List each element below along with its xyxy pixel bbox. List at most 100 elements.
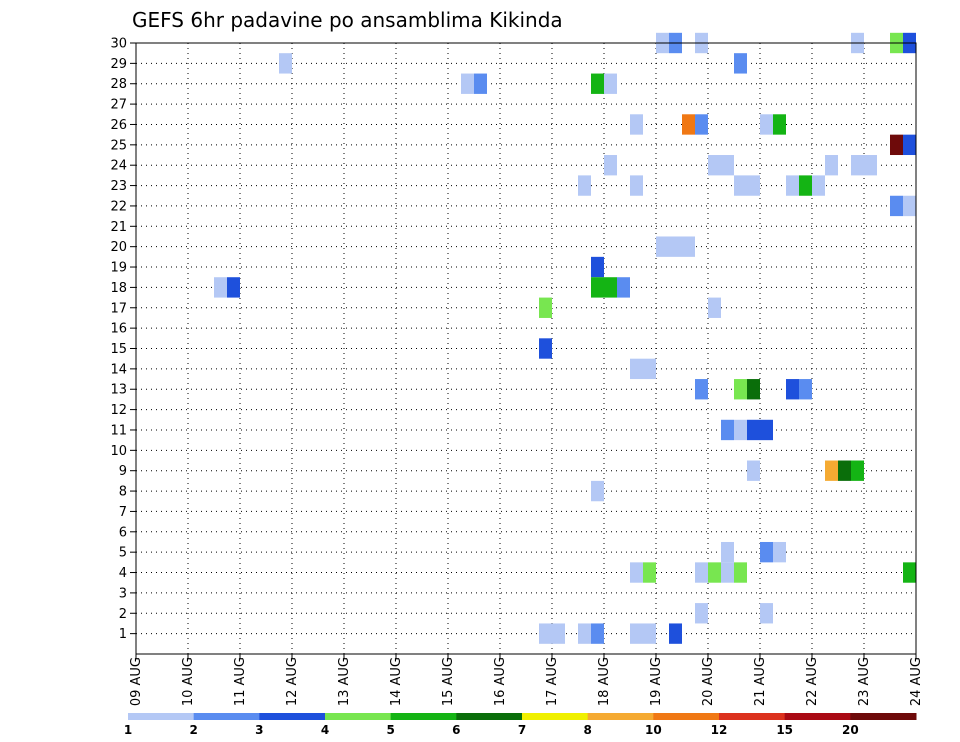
x-tick-label: 16 AUG [493, 657, 508, 706]
heatmap-cell [773, 114, 786, 135]
x-tick-label: 23 AUG [857, 657, 872, 706]
colorbar-legend: 1 2 3 4 5 6 7 8 10 12 15 20 [124, 713, 917, 737]
colorbar-segment [128, 713, 195, 720]
colorbar-segment [325, 713, 392, 720]
heatmap-cell [591, 277, 604, 298]
y-tick-label: 4 [119, 566, 127, 581]
x-tick-label: 19 AUG [649, 657, 664, 706]
colorbar-label: 7 [518, 723, 526, 737]
y-axis: 1234567891011121314151617181920212223242… [110, 37, 136, 642]
colorbar-label: 1 [124, 723, 132, 737]
y-tick-label: 27 [110, 98, 127, 113]
heatmap-cell [851, 460, 864, 481]
heatmap-cell [474, 73, 487, 94]
x-tick-label: 13 AUG [337, 657, 352, 706]
y-tick-label: 2 [119, 607, 127, 622]
heatmap-cell [708, 155, 721, 176]
heatmap-cell [695, 603, 708, 624]
y-tick-label: 22 [110, 199, 127, 214]
heatmap-cell [721, 419, 734, 441]
heatmap-cell [890, 134, 903, 156]
y-tick-label: 15 [110, 342, 127, 357]
heatmap-cell [630, 358, 643, 380]
y-tick-label: 26 [110, 118, 127, 133]
y-tick-label: 14 [110, 362, 127, 377]
y-tick-label: 10 [110, 444, 127, 459]
heatmap-cell [669, 623, 682, 644]
x-tick-label: 10 AUG [181, 657, 196, 706]
x-tick-label: 20 AUG [701, 657, 716, 706]
y-tick-label: 20 [110, 240, 127, 255]
heatmap-cell [552, 623, 565, 644]
colorbar-segment [193, 713, 260, 720]
heatmap-cell [812, 175, 825, 196]
heatmap-cell [682, 236, 695, 257]
y-tick-label: 8 [119, 485, 127, 500]
heatmap-cell [890, 195, 903, 217]
heatmap-cell [643, 358, 656, 380]
heatmap-cell [721, 562, 734, 583]
heatmap-cell [708, 562, 721, 583]
heatmap-cell [734, 379, 747, 400]
heatmap-cell [695, 562, 708, 583]
heatmap-cell [825, 460, 838, 481]
x-tick-label: 18 AUG [597, 657, 612, 706]
heatmap-cell [604, 155, 617, 176]
heatmap-cell [760, 541, 773, 563]
y-tick-label: 7 [119, 505, 127, 520]
heatmap-cell [461, 73, 474, 94]
colorbar-label: 2 [189, 723, 197, 737]
colorbar-label: 8 [583, 723, 591, 737]
heatmap-cell [760, 419, 773, 441]
heatmap-cell [643, 623, 656, 644]
heatmap-cell [630, 114, 643, 135]
heatmap-cell [747, 419, 760, 441]
colorbar-label: 10 [645, 723, 662, 737]
heatmap-cell [903, 134, 916, 156]
heatmap-cell [630, 175, 643, 196]
x-tick-label: 22 AUG [805, 657, 820, 706]
heatmap-cell [786, 379, 799, 400]
y-tick-label: 28 [110, 77, 127, 92]
grid-lines [136, 43, 916, 654]
colorbar-label: 4 [321, 723, 329, 737]
heatmap-cell [578, 175, 591, 196]
heatmap-cell [864, 155, 877, 176]
y-tick-label: 23 [110, 179, 127, 194]
x-tick-label: 21 AUG [753, 657, 768, 706]
y-tick-label: 30 [110, 37, 127, 52]
x-tick-label: 09 AUG [129, 657, 144, 706]
colorbar-segment [719, 713, 786, 720]
heatmap-cell [591, 480, 604, 502]
heatmap-cell [903, 562, 916, 583]
heatmap-cell [747, 460, 760, 481]
y-tick-label: 29 [110, 57, 127, 72]
colorbar-segment [784, 713, 851, 720]
colorbar-label: 3 [255, 723, 263, 737]
x-tick-label: 15 AUG [441, 657, 456, 706]
heatmap-cell [734, 53, 747, 74]
heatmap-cell [578, 623, 591, 644]
colorbar-segment [653, 713, 720, 720]
heatmap-cell [591, 623, 604, 644]
heatmap-cell [799, 379, 812, 400]
heatmap-cell [669, 236, 682, 257]
heatmap-cell [773, 541, 786, 563]
x-tick-label: 11 AUG [233, 657, 248, 706]
heatmap-cell [760, 114, 773, 135]
heatmap-cell [747, 175, 760, 196]
y-tick-label: 6 [119, 525, 127, 540]
y-tick-label: 11 [110, 423, 127, 438]
x-tick-label: 14 AUG [389, 657, 404, 706]
x-axis: 09 AUG 10 AUG 11 AUG 12 AUG 13 AUG 14 AUG 15 A… [129, 654, 924, 706]
heatmap-cell [799, 175, 812, 196]
heatmap-cell [838, 460, 851, 481]
heatmap-cell [825, 155, 838, 176]
y-tick-label: 18 [110, 281, 127, 296]
heatmap-cell [721, 541, 734, 563]
y-tick-label: 3 [119, 586, 127, 601]
x-tick-label: 17 AUG [545, 657, 560, 706]
colorbar-label: 15 [776, 723, 793, 737]
heatmap-cell [903, 195, 916, 217]
